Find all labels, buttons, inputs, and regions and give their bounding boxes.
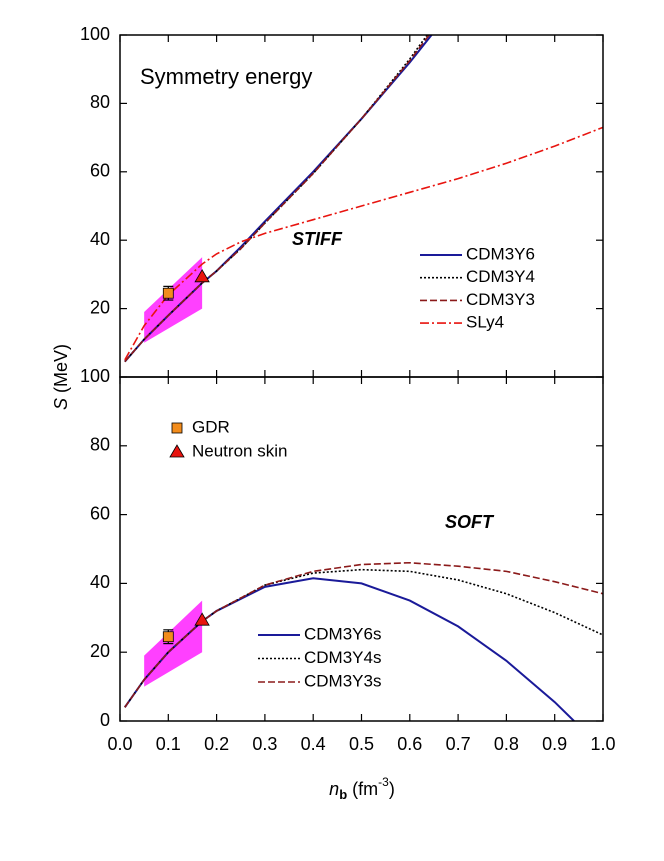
y-tick-label: 0	[100, 710, 110, 730]
y-tick-label: 20	[90, 641, 110, 661]
regime-label: STIFF	[292, 229, 343, 249]
x-tick-label: 0.1	[156, 734, 181, 754]
x-label-symbol: n	[329, 779, 339, 799]
x-tick-label: 0.3	[252, 734, 277, 754]
legend-label: CDM3Y3s	[304, 671, 381, 690]
x-tick-label: 0.6	[397, 734, 422, 754]
y-tick-label: 80	[90, 92, 110, 112]
marker-triangle	[194, 269, 210, 283]
panel-title: Symmetry energy	[140, 64, 312, 89]
legend-label: CDM3Y4s	[304, 648, 381, 667]
legend-label: CDM3Y4	[466, 267, 535, 286]
legend-label: CDM3Y3	[466, 290, 535, 309]
x-tick-label: 0.2	[204, 734, 229, 754]
x-label-close: )	[389, 779, 395, 799]
x-tick-label: 0.5	[349, 734, 374, 754]
marker-square	[162, 287, 174, 299]
x-label-exponent: -3	[378, 775, 389, 789]
legend-marker	[169, 444, 185, 458]
y-tick-label: 20	[90, 297, 110, 317]
marker-triangle	[194, 612, 210, 626]
x-tick-label: 0.7	[446, 734, 471, 754]
y-tick-label: 60	[90, 503, 110, 523]
y-axis-label: S (MeV)	[51, 344, 71, 410]
legend-label: CDM3Y6	[466, 244, 535, 263]
x-tick-label: 0.8	[494, 734, 519, 754]
x-label-unit: (fm	[352, 779, 378, 799]
marker-square	[162, 631, 174, 643]
x-tick-label: 1.0	[590, 734, 615, 754]
x-tick-label: 0.4	[301, 734, 326, 754]
y-tick-label: 100	[80, 24, 110, 44]
x-axis-label: nb (fm-3)	[329, 775, 395, 802]
y-tick-label: 40	[90, 229, 110, 249]
y-tick-label: 80	[90, 435, 110, 455]
y-tick-label: 40	[90, 572, 110, 592]
series-line	[124, 561, 603, 708]
x-label-subscript: b	[339, 787, 347, 802]
y-tick-label: 100	[80, 366, 110, 386]
legend-label: SLy4	[466, 313, 504, 332]
legend-label: CDM3Y6s	[304, 624, 381, 643]
legend-label: GDR	[192, 417, 230, 436]
x-tick-label: 0.9	[542, 734, 567, 754]
x-tick-label: 0.0	[107, 734, 132, 754]
series-line	[124, 35, 430, 363]
y-label-unit: (MeV)	[51, 344, 71, 393]
y-label-symbol: S	[51, 398, 71, 410]
legend-label: Neutron skin	[192, 441, 287, 460]
legend-marker	[171, 422, 183, 434]
series-line	[124, 126, 603, 361]
regime-label: SOFT	[445, 512, 495, 532]
y-tick-label: 60	[90, 161, 110, 181]
